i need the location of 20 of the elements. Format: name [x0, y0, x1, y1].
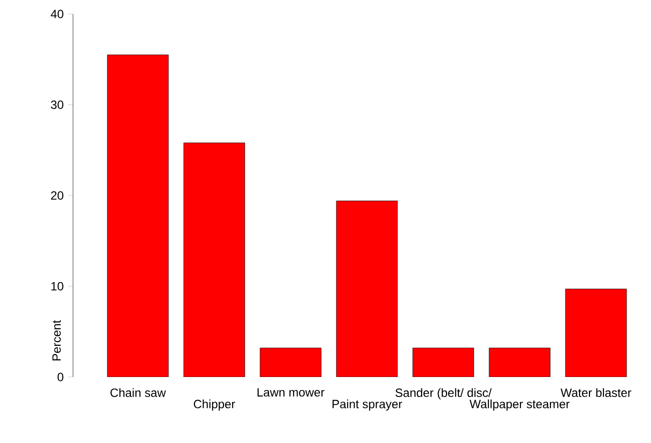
bar — [184, 142, 245, 377]
y-tick-label: 0 — [58, 372, 64, 382]
bar — [488, 348, 550, 377]
bar — [336, 200, 398, 377]
x-tick-label: Lawn mower — [258, 388, 324, 397]
x-tick-label: Chain saw — [110, 388, 166, 397]
y-tick-label: 30 — [50, 100, 64, 109]
bar — [260, 348, 322, 377]
y-tick-label: 20 — [51, 191, 64, 200]
x-tick-label: Wallpaper steamer — [470, 399, 570, 411]
x-tick-label: Chipper — [194, 399, 236, 411]
y-tick-label: 10 — [51, 282, 64, 290]
y-axis-title: Percent — [52, 320, 61, 360]
x-tick-label: Water blaster — [560, 388, 632, 397]
y-tick-label: 40 — [50, 10, 64, 18]
bar — [107, 54, 169, 377]
bar — [412, 348, 474, 377]
bar — [565, 288, 627, 377]
x-tick-label: Sander (belt/ disc/ — [395, 388, 492, 400]
x-tick-label: Paint sprayer — [332, 399, 402, 411]
